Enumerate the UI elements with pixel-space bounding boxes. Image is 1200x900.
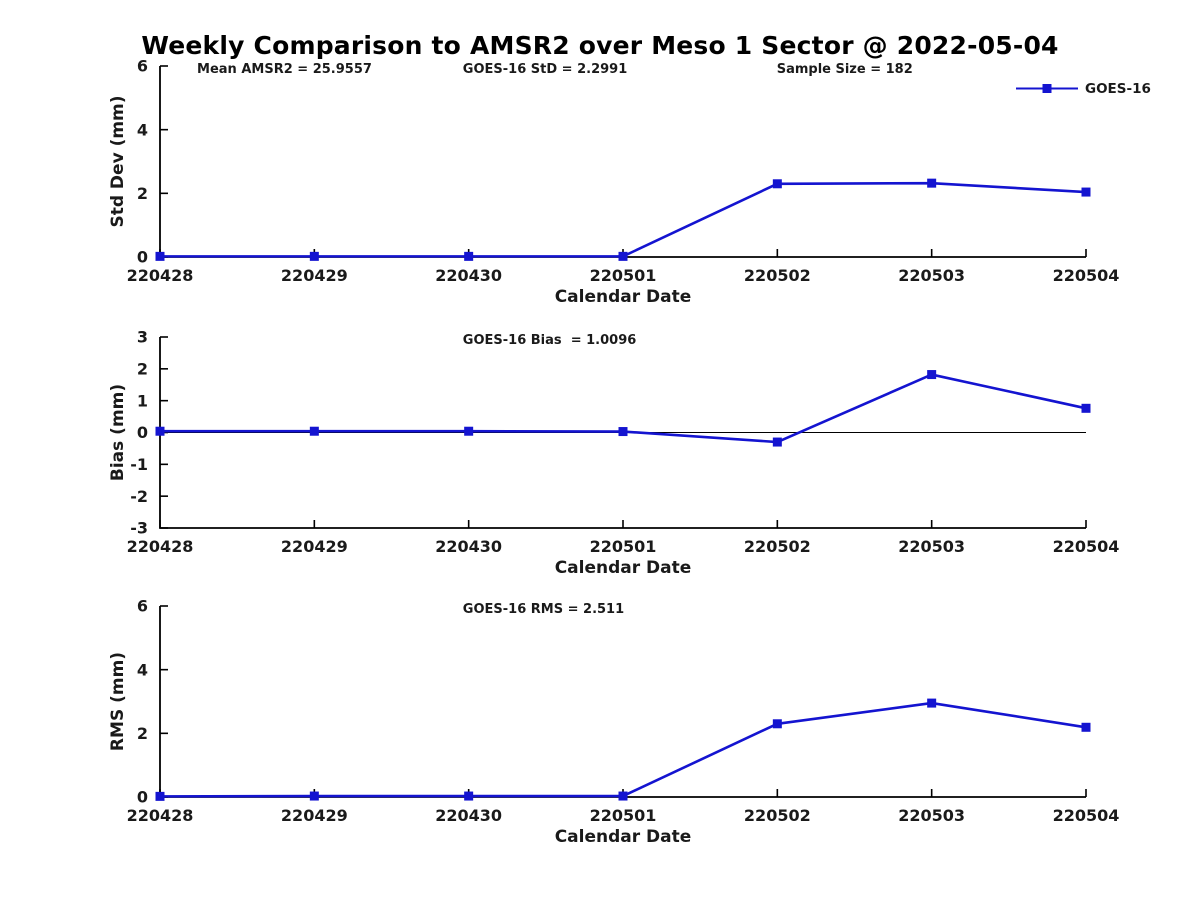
data-point-marker xyxy=(772,719,782,729)
data-point-marker xyxy=(464,791,474,801)
x-tick-label: 220504 xyxy=(1053,537,1120,556)
x-tick-label: 220430 xyxy=(435,806,502,825)
data-point-marker xyxy=(618,791,628,801)
y-axis-label: Std Dev (mm) xyxy=(108,95,128,227)
subplot-annotation: GOES-16 RMS = 2.511 xyxy=(463,602,624,617)
data-point-marker xyxy=(309,426,319,436)
data-point-marker xyxy=(155,426,165,436)
x-tick-label: 220504 xyxy=(1053,806,1120,825)
legend-label: GOES-16 xyxy=(1085,81,1151,97)
axis-spines xyxy=(159,606,1086,798)
axis-spines xyxy=(159,66,1086,258)
subplot-annotation: Sample Size = 182 xyxy=(777,62,913,77)
data-point-marker xyxy=(309,251,319,261)
y-tick-label: -3 xyxy=(130,519,148,538)
y-tick-label: 2 xyxy=(137,359,148,378)
data-point-marker xyxy=(155,251,165,261)
subplot-annotation: GOES-16 StD = 2.2991 xyxy=(463,62,627,77)
x-tick-label: 220430 xyxy=(435,266,502,285)
x-tick-label: 220429 xyxy=(281,806,348,825)
y-axis-label: Bias (mm) xyxy=(108,384,128,481)
y-tick-label: 4 xyxy=(137,660,148,679)
x-tick-label: 220428 xyxy=(127,806,194,825)
legend: GOES-16 xyxy=(1016,81,1151,97)
data-point-marker xyxy=(464,251,474,261)
x-tick-label: 220501 xyxy=(590,806,657,825)
y-tick-label: 0 xyxy=(137,423,148,442)
subplot-rms: 0 2 4 6 220428 220429 220430 220501 220502 220503… xyxy=(108,597,1119,847)
data-line xyxy=(159,701,1087,798)
data-point-marker xyxy=(772,437,782,447)
data-point-marker xyxy=(1081,403,1091,413)
data-line xyxy=(160,181,1087,258)
data-point-marker xyxy=(927,698,937,708)
x-tick-label: 220429 xyxy=(281,266,348,285)
x-tick-label: 220502 xyxy=(744,806,811,825)
y-tick-label: 6 xyxy=(137,597,148,616)
x-tick-label: 220503 xyxy=(898,266,965,285)
data-point-marker xyxy=(927,178,937,188)
data-point-marker xyxy=(1081,187,1091,197)
y-tick-label: 6 xyxy=(137,57,148,76)
data-point-marker xyxy=(309,791,319,801)
x-tick-label: 220504 xyxy=(1053,266,1120,285)
data-point-marker xyxy=(1081,722,1091,732)
subplot-std-dev: 0 2 4 6 220428 220429 220430 220501 220502 220503… xyxy=(108,57,1151,307)
subplot-annotation: GOES-16 Bias = 1.0096 xyxy=(463,333,637,348)
x-tick-label: 220503 xyxy=(898,806,965,825)
x-tick-label: 220502 xyxy=(744,266,811,285)
x-tick-label: 220501 xyxy=(590,537,657,556)
y-tick-label: 4 xyxy=(137,120,148,139)
x-tick-label: 220428 xyxy=(127,266,194,285)
y-tick-label: -1 xyxy=(130,455,148,474)
y-tick-label: -2 xyxy=(130,487,148,506)
x-axis-label: Calendar Date xyxy=(555,287,692,307)
y-tick-label: 3 xyxy=(137,328,148,347)
x-tick-label: 220501 xyxy=(590,266,657,285)
x-tick-label: 220428 xyxy=(127,537,194,556)
data-point-marker xyxy=(927,370,937,380)
subplot-annotation: Mean AMSR2 = 25.9557 xyxy=(197,62,372,77)
figure-title: Weekly Comparison to AMSR2 over Meso 1 S… xyxy=(141,31,1059,60)
y-tick-label: 0 xyxy=(137,248,148,267)
x-axis-label: Calendar Date xyxy=(555,827,692,847)
y-axis-label: RMS (mm) xyxy=(108,652,128,751)
y-tick-label: 2 xyxy=(137,724,148,743)
data-point-marker xyxy=(464,426,474,436)
x-tick-label: 220503 xyxy=(898,537,965,556)
x-axis-label: Calendar Date xyxy=(555,558,692,578)
data-point-marker xyxy=(155,791,165,801)
x-tick-label: 220502 xyxy=(744,537,811,556)
subplot-bias: -3 -2 -1 0 1 2 3 220428 220429 220430 220501 220502… xyxy=(108,328,1119,578)
y-tick-label: 1 xyxy=(137,391,148,410)
y-tick-label: 2 xyxy=(137,184,148,203)
x-tick-label: 220429 xyxy=(281,537,348,556)
data-point-marker xyxy=(618,251,628,261)
x-tick-label: 220430 xyxy=(435,537,502,556)
data-point-marker xyxy=(618,427,628,437)
data-point-marker xyxy=(772,179,782,189)
legend-marker xyxy=(1042,84,1052,93)
y-tick-label: 0 xyxy=(137,788,148,807)
